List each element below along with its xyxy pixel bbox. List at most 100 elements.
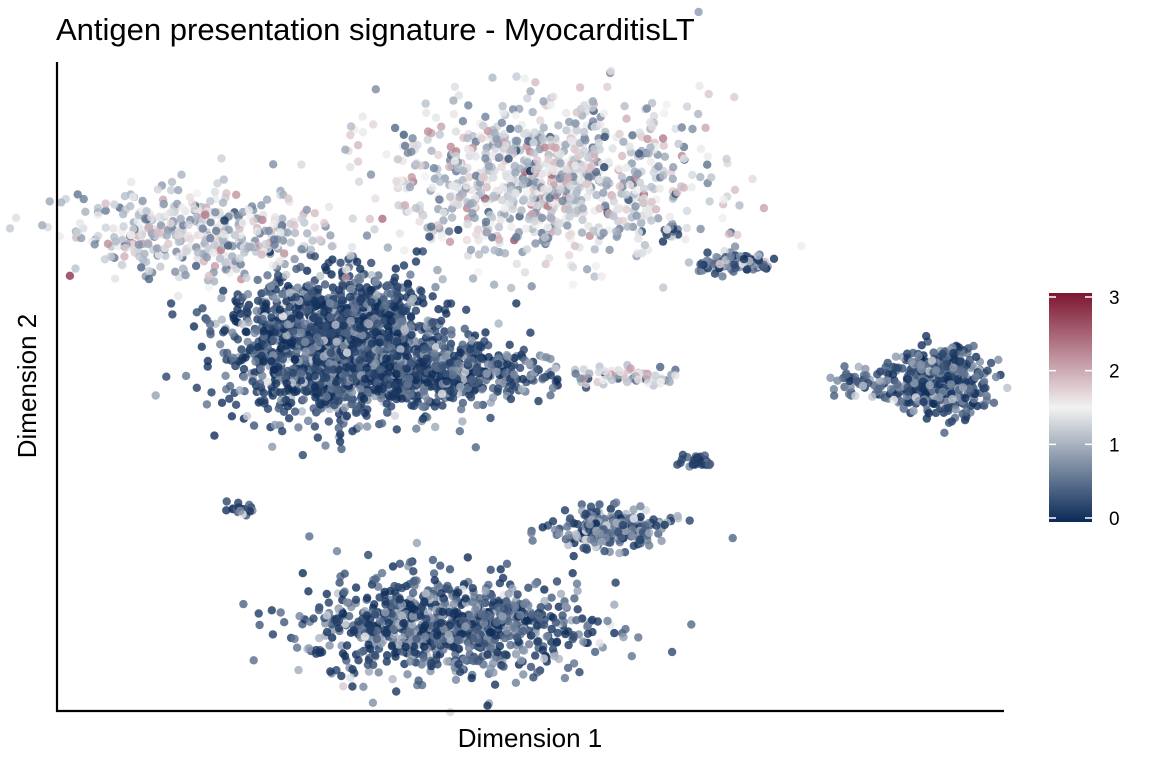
- cell-point: [241, 353, 250, 362]
- cell-point: [192, 189, 202, 198]
- cell-point: [406, 313, 416, 322]
- cell-point: [166, 219, 175, 228]
- cell-point: [873, 370, 882, 379]
- cell-point: [460, 324, 469, 333]
- cell-point: [433, 332, 443, 341]
- cell-point: [174, 230, 183, 240]
- cell-point: [660, 520, 669, 530]
- cell-point: [634, 633, 643, 642]
- cell-point: [665, 377, 674, 387]
- cell-point: [678, 450, 688, 459]
- cell-point: [229, 314, 238, 323]
- cell-point: [961, 394, 970, 403]
- cell-point: [339, 341, 348, 351]
- cell-point: [286, 338, 295, 348]
- cell-point: [430, 362, 440, 371]
- cell-point: [290, 228, 300, 238]
- cell-point: [931, 366, 941, 375]
- cell-point: [253, 343, 263, 352]
- cell-point: [590, 272, 599, 281]
- cell-point: [565, 514, 575, 523]
- cell-point: [295, 612, 304, 621]
- cell-point: [304, 281, 313, 290]
- cell-point: [255, 379, 265, 388]
- cell-point: [383, 289, 392, 298]
- cell-point: [412, 538, 422, 548]
- cell-point: [381, 300, 390, 309]
- cell-point: [560, 673, 570, 683]
- cell-point: [983, 366, 992, 375]
- cell-point: [392, 425, 401, 434]
- cell-point: [389, 349, 398, 358]
- cell-point: [235, 254, 244, 263]
- cell-point: [965, 355, 975, 365]
- cell-point: [694, 109, 703, 119]
- cell-point: [986, 358, 996, 368]
- cell-point: [249, 217, 258, 226]
- cell-point: [377, 568, 387, 578]
- cell-point: [364, 550, 373, 560]
- cell-point: [73, 228, 82, 237]
- cell-point: [401, 642, 410, 652]
- cell-point: [93, 203, 103, 213]
- cell-point: [360, 632, 370, 641]
- cell-point: [120, 252, 129, 261]
- cell-point: [586, 535, 596, 544]
- cell-point: [257, 201, 266, 210]
- cell-point: [371, 277, 380, 286]
- cell-point: [451, 675, 461, 684]
- cell-point: [512, 299, 521, 308]
- cell-point: [137, 263, 146, 272]
- cell-point: [570, 594, 579, 603]
- cell-point: [476, 353, 486, 363]
- cell-point: [253, 275, 262, 285]
- cell-point: [310, 382, 320, 392]
- cell-point: [371, 359, 380, 368]
- cell-point: [392, 337, 401, 346]
- cell-point: [956, 357, 965, 366]
- cell-point: [405, 558, 415, 567]
- cell-point: [485, 628, 495, 637]
- cell-point: [404, 345, 413, 355]
- cell-point: [437, 589, 446, 598]
- cell-point: [235, 386, 244, 395]
- cell-point: [321, 441, 330, 450]
- cell-point: [501, 369, 510, 378]
- cell-point: [153, 185, 162, 194]
- cell-point: [144, 274, 154, 284]
- cell-point: [393, 282, 402, 291]
- cell-point: [464, 358, 473, 368]
- cell-point: [656, 362, 665, 372]
- cell-point: [420, 597, 429, 606]
- cell-point: [281, 270, 291, 280]
- cell-point: [392, 369, 401, 378]
- cell-point: [303, 229, 312, 238]
- cell-point: [506, 394, 516, 404]
- cell-point: [348, 427, 357, 436]
- cell-point: [230, 231, 240, 240]
- cell-point: [348, 665, 357, 674]
- cell-point: [404, 374, 414, 383]
- cell-point: [292, 347, 301, 356]
- cell-point: [254, 241, 263, 251]
- cell-point: [211, 208, 220, 217]
- cell-point: [280, 618, 289, 627]
- cell-point: [360, 374, 370, 384]
- cell-point: [419, 386, 429, 396]
- cell-point: [322, 611, 331, 620]
- cell-point: [456, 348, 465, 357]
- cell-point: [238, 218, 248, 227]
- cell-point: [304, 644, 314, 653]
- cell-point: [339, 682, 348, 691]
- cell-point: [93, 231, 103, 241]
- cell-point: [313, 433, 322, 442]
- cell-point: [437, 389, 447, 398]
- cell-point: [210, 431, 219, 440]
- cell-point: [324, 258, 333, 267]
- cell-point: [444, 227, 454, 236]
- cell-point: [166, 208, 176, 217]
- cell-point: [432, 631, 442, 640]
- cell-point: [924, 409, 933, 418]
- cell-point: [619, 137, 628, 146]
